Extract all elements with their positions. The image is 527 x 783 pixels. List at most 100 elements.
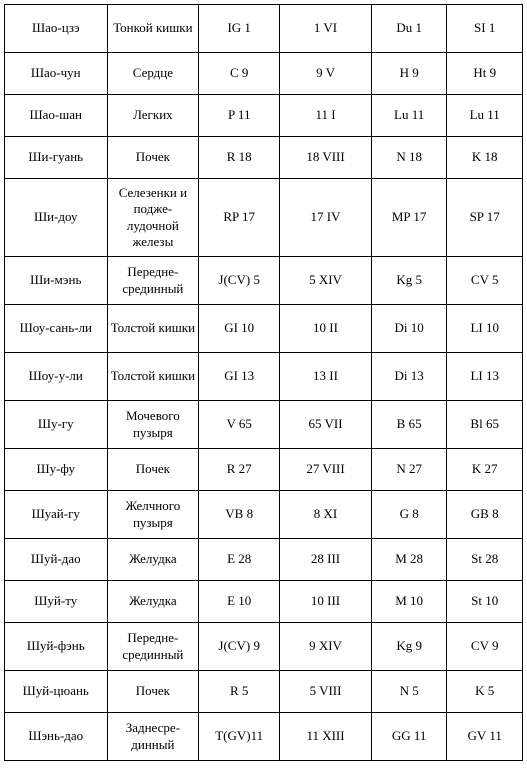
table-cell: 5 VIII <box>280 671 372 713</box>
table-cell: Bl 65 <box>447 401 523 449</box>
table-cell: Di 10 <box>371 305 447 353</box>
table-row: Ши-гуаньПочекR 1818 VIIIN 18K 18 <box>5 137 523 179</box>
table-row: Ши-доуСелезенки и подже-лудочной железыR… <box>5 179 523 257</box>
table-cell: Мочевого пузыря <box>107 401 199 449</box>
table-cell: E 10 <box>199 581 280 623</box>
table-cell: E 28 <box>199 539 280 581</box>
table-cell: V 65 <box>199 401 280 449</box>
table-cell: Передне-срединный <box>107 623 199 671</box>
table-cell: Передне-срединный <box>107 257 199 305</box>
table-cell: Ши-мэнь <box>5 257 108 305</box>
table-row: Шуй-фэньПередне-срединныйJ(CV) 99 XIVKg … <box>5 623 523 671</box>
table-cell: St 28 <box>447 539 523 581</box>
table-cell: Заднесре-динный <box>107 713 199 761</box>
table-cell: Почек <box>107 449 199 491</box>
table-cell: C 9 <box>199 53 280 95</box>
table-cell: Ht 9 <box>447 53 523 95</box>
table-cell: 11 XIII <box>280 713 372 761</box>
table-cell: Легких <box>107 95 199 137</box>
table-cell: 1 VI <box>280 5 372 53</box>
table-row: Ши-мэньПередне-срединныйJ(CV) 55 XIVKg 5… <box>5 257 523 305</box>
table-cell: 10 III <box>280 581 372 623</box>
table-row: Шао-цзэТонкой кишкиIG 11 VIDu 1SI 1 <box>5 5 523 53</box>
table-cell: Шэнь-дао <box>5 713 108 761</box>
table-cell: Почек <box>107 137 199 179</box>
table-cell: IG 1 <box>199 5 280 53</box>
table-row: Шоу-сань-лиТолстой кишкиGI 1010 IIDi 10L… <box>5 305 523 353</box>
table-cell: LI 13 <box>447 353 523 401</box>
table-cell: B 65 <box>371 401 447 449</box>
table-cell: Почек <box>107 671 199 713</box>
table-row: Шао-шанЛегкихP 1111 ILu 11Lu 11 <box>5 95 523 137</box>
table-cell: LI 10 <box>447 305 523 353</box>
table-cell: K 27 <box>447 449 523 491</box>
table-cell: 28 III <box>280 539 372 581</box>
table-row: Шуй-туЖелудкаE 1010 IIIM 10St 10 <box>5 581 523 623</box>
table-cell: Шуй-ту <box>5 581 108 623</box>
table-cell: 17 IV <box>280 179 372 257</box>
table-cell: Шуай-гу <box>5 491 108 539</box>
table-cell: 9 XIV <box>280 623 372 671</box>
table-cell: K 5 <box>447 671 523 713</box>
table-cell: GV 11 <box>447 713 523 761</box>
table-cell: Шао-цзэ <box>5 5 108 53</box>
table-cell: Желчного пузыря <box>107 491 199 539</box>
table-cell: 5 XIV <box>280 257 372 305</box>
table-cell: Шао-шан <box>5 95 108 137</box>
table-cell: Kg 9 <box>371 623 447 671</box>
table-cell: Шоу-у-ли <box>5 353 108 401</box>
table-cell: 27 VIII <box>280 449 372 491</box>
table-cell: 9 V <box>280 53 372 95</box>
table-cell: Шу-гу <box>5 401 108 449</box>
table-cell: J(CV) 9 <box>199 623 280 671</box>
table-cell: G 8 <box>371 491 447 539</box>
table-cell: MP 17 <box>371 179 447 257</box>
table-cell: Шоу-сань-ли <box>5 305 108 353</box>
table-cell: Желудка <box>107 539 199 581</box>
table-cell: Шао-чун <box>5 53 108 95</box>
table-cell: Шуй-дао <box>5 539 108 581</box>
table-cell: Lu 11 <box>371 95 447 137</box>
table-cell: 11 I <box>280 95 372 137</box>
table-cell: SP 17 <box>447 179 523 257</box>
table-cell: Сердце <box>107 53 199 95</box>
table-cell: R 5 <box>199 671 280 713</box>
table-cell: CV 9 <box>447 623 523 671</box>
table-cell: 10 II <box>280 305 372 353</box>
table-cell: 18 VIII <box>280 137 372 179</box>
table-cell: Ши-гуань <box>5 137 108 179</box>
table-cell: CV 5 <box>447 257 523 305</box>
table-cell: K 18 <box>447 137 523 179</box>
table-cell: RP 17 <box>199 179 280 257</box>
table-row: Шао-чунСердцеC 99 VH 9Ht 9 <box>5 53 523 95</box>
table-row: Шуй-цюаньПочекR 55 VIIIN 5K 5 <box>5 671 523 713</box>
table-cell: GI 10 <box>199 305 280 353</box>
table-cell: Lu 11 <box>447 95 523 137</box>
table-row: Шэнь-даоЗаднесре-динныйT(GV)1111 XIIIGG … <box>5 713 523 761</box>
table-cell: GG 11 <box>371 713 447 761</box>
table-cell: N 18 <box>371 137 447 179</box>
table-cell: Толстой кишки <box>107 305 199 353</box>
table-cell: Селезенки и подже-лудочной железы <box>107 179 199 257</box>
table-cell: M 10 <box>371 581 447 623</box>
table-cell: J(CV) 5 <box>199 257 280 305</box>
table-cell: N 5 <box>371 671 447 713</box>
table-cell: Толстой кишки <box>107 353 199 401</box>
table-cell: GB 8 <box>447 491 523 539</box>
table-cell: Du 1 <box>371 5 447 53</box>
table-row: Шуй-даоЖелудкаE 2828 IIIM 28St 28 <box>5 539 523 581</box>
table-cell: Kg 5 <box>371 257 447 305</box>
table-cell: St 10 <box>447 581 523 623</box>
table-cell: Желудка <box>107 581 199 623</box>
table-cell: Шуй-цюань <box>5 671 108 713</box>
table-cell: Di 13 <box>371 353 447 401</box>
table-cell: R 27 <box>199 449 280 491</box>
table-cell: N 27 <box>371 449 447 491</box>
table-cell: Ши-доу <box>5 179 108 257</box>
acupoints-table: Шао-цзэТонкой кишкиIG 11 VIDu 1SI 1Шао-ч… <box>4 4 523 761</box>
table-cell: T(GV)11 <box>199 713 280 761</box>
table-cell: VB 8 <box>199 491 280 539</box>
table-cell: SI 1 <box>447 5 523 53</box>
table-row: Шуай-гуЖелчного пузыряVB 88 XIG 8GB 8 <box>5 491 523 539</box>
table-cell: Шу-фу <box>5 449 108 491</box>
